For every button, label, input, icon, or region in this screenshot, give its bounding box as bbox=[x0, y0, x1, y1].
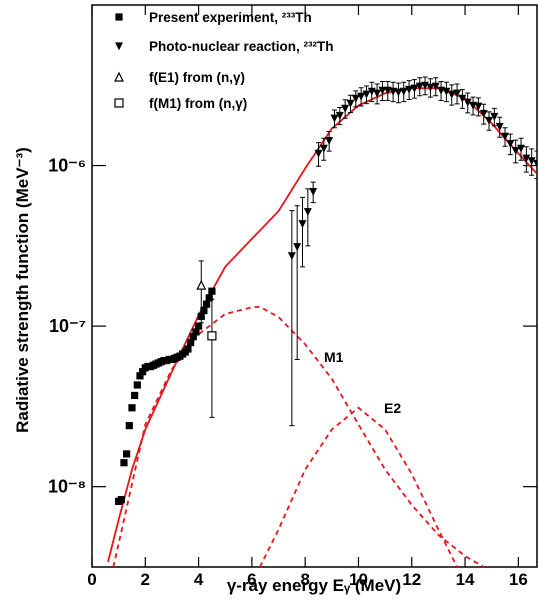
marker bbox=[497, 124, 503, 130]
marker bbox=[481, 110, 487, 116]
x-tick-label: 14 bbox=[456, 570, 475, 589]
marker bbox=[121, 460, 127, 466]
curve bbox=[260, 408, 457, 567]
marker bbox=[132, 392, 138, 398]
marker bbox=[337, 113, 343, 119]
marker bbox=[185, 346, 191, 352]
curve-label: M1 bbox=[324, 349, 344, 365]
marker bbox=[294, 244, 300, 250]
marker bbox=[115, 99, 123, 107]
marker bbox=[116, 14, 122, 20]
marker bbox=[395, 89, 401, 95]
marker bbox=[126, 423, 132, 429]
marker bbox=[188, 340, 194, 346]
x-tick-label: 10 bbox=[349, 570, 368, 589]
y-axis-label: Radiative strength function (MeV⁻³) bbox=[13, 147, 32, 433]
marker bbox=[193, 329, 199, 335]
marker bbox=[427, 84, 433, 90]
y-tick-label: 10⁻⁸ bbox=[48, 477, 86, 497]
marker bbox=[459, 95, 465, 101]
x-tick-label: 16 bbox=[509, 570, 528, 589]
marker bbox=[300, 221, 306, 227]
marker bbox=[209, 288, 215, 294]
error-bar bbox=[300, 197, 305, 267]
marker bbox=[134, 382, 140, 388]
marker bbox=[116, 43, 122, 49]
x-tick-label: 4 bbox=[194, 570, 204, 589]
error-bar bbox=[295, 206, 300, 360]
marker bbox=[305, 209, 311, 215]
marker bbox=[369, 88, 375, 94]
marker bbox=[502, 133, 508, 139]
marker bbox=[491, 114, 497, 120]
error-bar bbox=[305, 189, 310, 246]
marker bbox=[206, 295, 212, 301]
marker bbox=[401, 88, 407, 94]
error-bar bbox=[289, 211, 294, 426]
marker bbox=[129, 405, 135, 411]
marker bbox=[449, 91, 455, 97]
marker bbox=[358, 93, 364, 99]
marker bbox=[310, 189, 316, 195]
error-bar bbox=[209, 299, 214, 417]
marker bbox=[204, 301, 210, 307]
marker bbox=[201, 308, 207, 314]
marker bbox=[379, 87, 385, 93]
legend-label: f(E1) from (n,γ) bbox=[149, 70, 245, 85]
marker bbox=[115, 73, 123, 81]
marker bbox=[197, 281, 205, 289]
marker bbox=[411, 85, 417, 91]
marker bbox=[196, 323, 202, 329]
marker bbox=[315, 150, 321, 156]
marker bbox=[326, 138, 332, 144]
curve bbox=[113, 307, 483, 567]
marker bbox=[289, 253, 295, 259]
plot-area bbox=[108, 77, 538, 567]
x-tick-label: 2 bbox=[141, 570, 150, 589]
plot-frame bbox=[92, 5, 537, 567]
y-tick-label: 10⁻⁷ bbox=[49, 316, 86, 336]
marker bbox=[124, 451, 130, 457]
x-tick-label: 12 bbox=[402, 570, 421, 589]
x-tick-label: 8 bbox=[300, 570, 309, 589]
curve bbox=[108, 88, 537, 562]
marker bbox=[331, 115, 337, 121]
marker bbox=[208, 332, 216, 340]
marker bbox=[406, 86, 412, 92]
legend-label: Photo-nuclear reaction, ²³²Th bbox=[149, 39, 334, 54]
x-tick-label: 6 bbox=[247, 570, 256, 589]
marker bbox=[118, 497, 124, 503]
y-tick-label: 10⁻⁶ bbox=[48, 156, 86, 176]
marker bbox=[342, 105, 348, 111]
x-tick-label: 0 bbox=[87, 570, 96, 589]
curve-label: E2 bbox=[384, 400, 401, 416]
marker bbox=[518, 145, 524, 151]
marker bbox=[363, 91, 369, 97]
legend-label: f(M1) from (n,γ) bbox=[149, 96, 247, 111]
legend-label: Present experiment, ²³³Th bbox=[149, 10, 312, 25]
